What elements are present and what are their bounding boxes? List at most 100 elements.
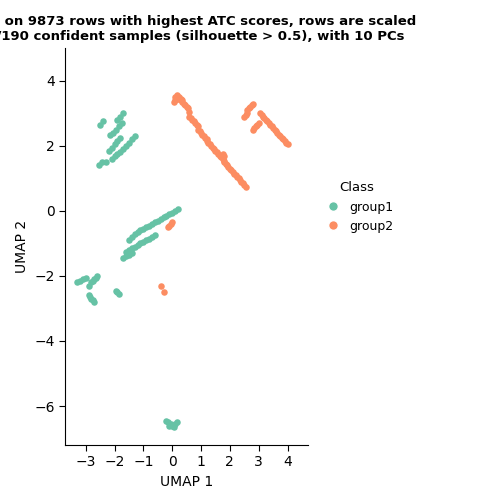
Point — [107, 155, 115, 163]
Point — [199, 131, 207, 139]
Point — [265, 119, 273, 127]
Point — [168, 218, 176, 226]
Point — [276, 132, 284, 140]
Point — [247, 101, 256, 109]
Point — [240, 181, 248, 189]
Point — [194, 122, 202, 131]
Point — [167, 220, 175, 228]
Point — [87, 295, 95, 303]
Point — [178, 96, 186, 104]
Point — [115, 290, 123, 298]
Point — [177, 95, 185, 103]
Point — [269, 124, 277, 132]
Point — [131, 230, 139, 238]
Point — [165, 210, 173, 218]
Point — [175, 95, 183, 103]
Point — [237, 177, 245, 185]
Point — [222, 160, 230, 168]
Point — [190, 117, 198, 125]
Point — [203, 137, 211, 145]
Point — [139, 238, 147, 246]
Point — [275, 131, 283, 139]
Point — [171, 96, 179, 104]
Point — [112, 125, 120, 134]
Point — [145, 234, 153, 242]
Point — [164, 223, 172, 231]
Point — [145, 222, 153, 230]
Point — [219, 150, 227, 158]
Point — [204, 139, 212, 147]
Point — [122, 253, 130, 261]
Point — [249, 125, 257, 134]
Point — [113, 150, 121, 158]
Point — [250, 124, 259, 132]
Point — [113, 288, 121, 296]
Point — [196, 127, 204, 135]
Point — [191, 119, 199, 127]
Point — [113, 116, 121, 124]
Point — [185, 108, 194, 116]
Point — [281, 137, 289, 145]
Point — [89, 277, 97, 285]
Point — [164, 418, 172, 426]
Point — [125, 139, 133, 147]
Point — [168, 209, 176, 217]
Point — [259, 112, 267, 120]
Point — [194, 125, 202, 134]
Point — [227, 166, 235, 174]
Point — [170, 98, 178, 106]
Point — [272, 127, 280, 135]
Point — [92, 274, 100, 282]
Point — [162, 212, 170, 220]
Point — [85, 291, 93, 299]
Point — [110, 140, 118, 148]
Point — [219, 155, 227, 163]
Point — [220, 156, 228, 164]
Point — [76, 277, 84, 285]
Point — [258, 111, 266, 119]
Point — [187, 114, 195, 122]
Title: UMAP on 9873 rows with highest ATC scores, rows are scaled
190/190 confident sam: UMAP on 9873 rows with highest ATC score… — [0, 15, 417, 43]
Point — [197, 129, 205, 137]
Point — [233, 173, 241, 181]
Point — [148, 233, 156, 241]
Point — [116, 134, 124, 142]
Point — [223, 161, 231, 169]
Point — [119, 254, 127, 262]
X-axis label: UMAP 1: UMAP 1 — [160, 475, 213, 489]
Point — [112, 287, 120, 295]
Point — [134, 228, 142, 236]
Point — [79, 275, 87, 283]
Point — [139, 225, 147, 233]
Point — [246, 103, 254, 111]
Point — [137, 239, 145, 247]
Point — [159, 213, 167, 221]
Point — [184, 104, 192, 112]
Point — [226, 165, 234, 173]
Point — [268, 122, 276, 131]
Point — [229, 168, 237, 176]
Point — [203, 136, 211, 144]
Y-axis label: UMAP 2: UMAP 2 — [15, 220, 29, 273]
Point — [87, 278, 95, 286]
Point — [110, 152, 118, 160]
Point — [157, 215, 165, 223]
Point — [201, 134, 209, 142]
Point — [122, 142, 130, 150]
Point — [151, 218, 159, 226]
Point — [274, 129, 282, 137]
Point — [256, 109, 264, 117]
Point — [253, 121, 261, 129]
Point — [115, 122, 123, 131]
Point — [172, 95, 180, 103]
Point — [125, 236, 133, 244]
Point — [73, 278, 81, 286]
Point — [282, 139, 290, 147]
Point — [230, 169, 238, 177]
Point — [210, 145, 218, 153]
Point — [261, 114, 269, 122]
Point — [185, 112, 194, 120]
Point — [90, 275, 98, 283]
Point — [142, 236, 150, 244]
Point — [174, 93, 182, 101]
